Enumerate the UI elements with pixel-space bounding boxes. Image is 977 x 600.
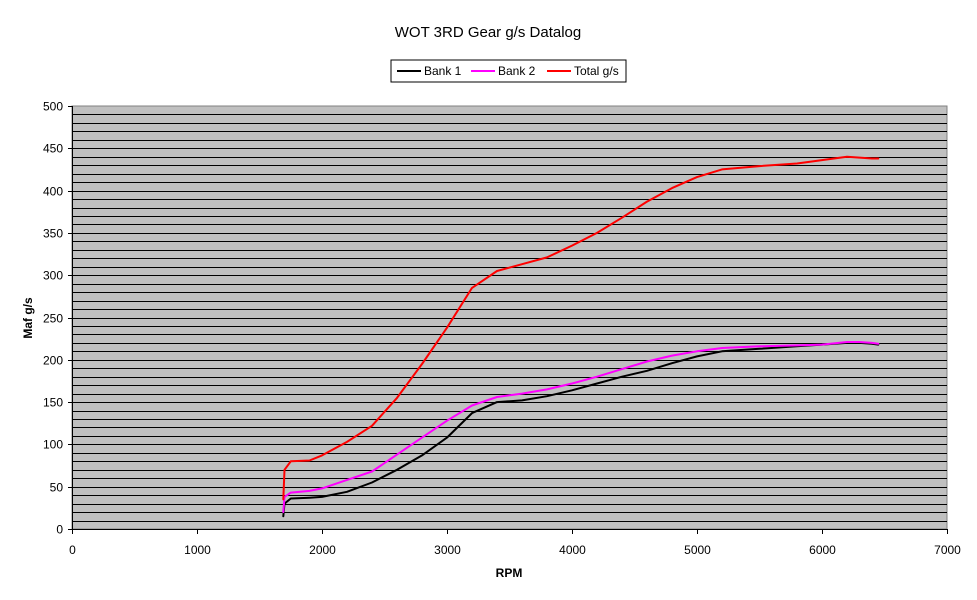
plot-area — [71, 105, 948, 530]
y-tick-label-3: 150 — [43, 396, 63, 410]
x-tick-label-1: 1000 — [184, 543, 211, 557]
x-tick-label-4: 4000 — [559, 543, 586, 557]
chart-title: WOT 3RD Gear g/s Datalog — [395, 24, 581, 41]
y-tick-label-9: 450 — [43, 142, 63, 156]
axes — [68, 106, 948, 534]
x-tick-label-7: 7000 — [934, 543, 961, 557]
legend-label-2: Bank 2 — [498, 64, 536, 78]
y-tick-label-8: 400 — [43, 185, 63, 199]
y-tick-labels: 0 50 100 150 200 250 300 350 400 450 500 — [43, 100, 63, 537]
y-tick-label-2: 100 — [43, 438, 63, 452]
y-tick-label-7: 350 — [43, 227, 63, 241]
y-axis-title: Maf g/s — [21, 297, 35, 339]
x-axis-title: RPM — [496, 566, 523, 580]
series-line-3 — [282, 155, 880, 501]
y-tick-label-10: 500 — [43, 100, 63, 114]
y-tick-label-0: 0 — [56, 523, 63, 537]
y-tick-label-1: 50 — [50, 481, 64, 495]
grid-lines — [72, 114, 947, 522]
legend-label-1: Bank 1 — [424, 64, 462, 78]
x-tick-label-0: 0 — [69, 543, 76, 557]
x-tick-label-3: 3000 — [434, 543, 461, 557]
series-layer — [282, 155, 880, 518]
legend-label-3: Total g/s — [574, 64, 619, 78]
x-tick-label-6: 6000 — [809, 543, 836, 557]
y-tick-label-5: 250 — [43, 312, 63, 326]
x-tick-label-2: 2000 — [309, 543, 336, 557]
y-tick-label-6: 300 — [43, 269, 63, 283]
legend-box — [390, 59, 627, 83]
x-tick-labels: 0 1000 2000 3000 4000 5000 6000 7000 — [69, 543, 961, 557]
y-tick-label-4: 200 — [43, 354, 63, 368]
x-tick-label-5: 5000 — [684, 543, 711, 557]
series-line-2 — [282, 341, 880, 514]
legend: Bank 1 Bank 2 Total g/s — [390, 59, 627, 83]
